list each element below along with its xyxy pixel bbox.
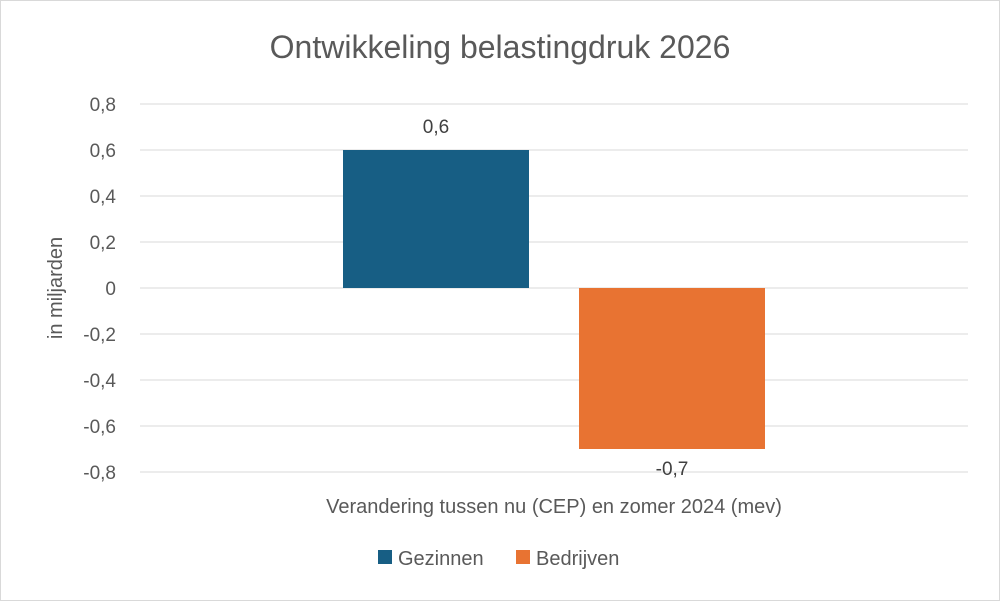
y-axis-tick-labels: 0,8 0,6 0,4 0,2 0 -0,2 -0,4 -0,6 -0,8 — [83, 95, 116, 484]
y-axis-title: in miljarden — [45, 237, 67, 339]
bar-gezinnen — [343, 150, 529, 288]
bars — [343, 150, 765, 449]
y-tick-label: -0,4 — [83, 371, 116, 392]
y-tick-label: -0,2 — [83, 325, 116, 346]
y-tick-label: -0,8 — [83, 463, 116, 484]
y-tick-label: 0,2 — [90, 233, 116, 254]
gridlines — [140, 103, 968, 473]
y-tick-label: -0,6 — [83, 417, 116, 438]
bar-bedrijven — [579, 288, 765, 449]
legend-swatch-bedrijven — [516, 550, 530, 564]
y-tick-label: 0,4 — [90, 187, 117, 208]
x-axis-category-label: Verandering tussen nu (CEP) en zomer 202… — [326, 496, 782, 518]
y-tick-label: 0,6 — [90, 141, 116, 162]
legend-label-gezinnen: Gezinnen — [398, 548, 484, 570]
y-tick-label: 0,8 — [90, 95, 116, 116]
chart-title: Ontwikkeling belastingdruk 2026 — [270, 29, 731, 65]
data-labels: 0,6 -0,7 — [423, 117, 689, 480]
legend-label-bedrijven: Bedrijven — [536, 548, 619, 570]
data-label-gezinnen: 0,6 — [423, 117, 449, 138]
legend: Gezinnen Bedrijven — [378, 548, 619, 570]
legend-swatch-gezinnen — [378, 550, 392, 564]
y-tick-label: 0 — [105, 279, 116, 300]
data-label-bedrijven: -0,7 — [656, 459, 689, 480]
